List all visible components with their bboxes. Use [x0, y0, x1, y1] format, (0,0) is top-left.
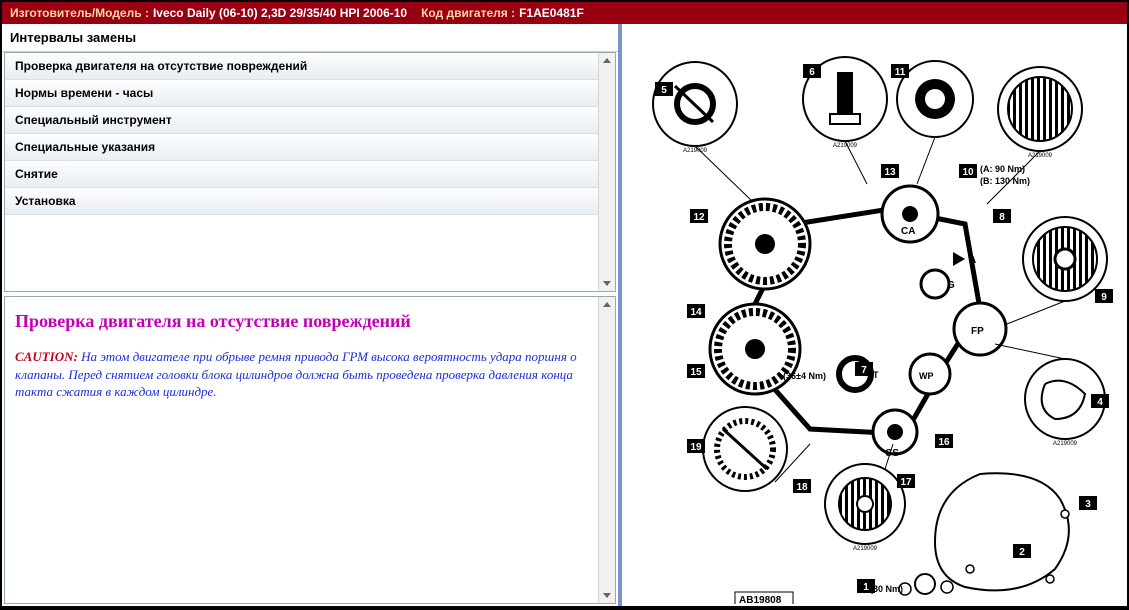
svg-text:WP: WP — [919, 371, 934, 381]
svg-text:FP: FP — [971, 326, 984, 337]
nav-item-engine-check[interactable]: Проверка двигателя на отсутствие поврежд… — [5, 53, 598, 80]
svg-text:A219009: A219009 — [853, 546, 878, 552]
nav-panel: Проверка двигателя на отсутствие поврежд… — [4, 52, 616, 292]
manufacturer-value: Iveco Daily (06-10) 2,3D 29/35/40 HPI 20… — [153, 6, 407, 20]
svg-text:6: 6 — [809, 67, 815, 78]
svg-text:(36±4 Nm): (36±4 Nm) — [783, 371, 826, 381]
svg-text:CA: CA — [901, 226, 915, 237]
svg-text:A: A — [969, 255, 976, 266]
detail-circle-5: A219009 — [653, 62, 737, 154]
caution-text: На этом двигателе при обрыве ремня приво… — [15, 349, 577, 399]
engine-code-label: Код двигателя : — [421, 6, 515, 20]
nav-scrollbar[interactable] — [598, 53, 615, 291]
manufacturer-label: Изготовитель/Модель : — [10, 6, 149, 20]
nav-item-special-tool[interactable]: Специальный инструмент — [5, 107, 598, 134]
svg-text:9: 9 — [1101, 292, 1107, 303]
svg-text:15: 15 — [690, 367, 702, 378]
detail-circle-19 — [703, 407, 787, 491]
svg-text:T: T — [873, 370, 879, 380]
svg-text:1: 1 — [863, 582, 869, 593]
svg-text:10: 10 — [962, 167, 974, 178]
svg-text:A219009: A219009 — [1053, 441, 1078, 447]
detail-heading: Проверка двигателя на отсутствие поврежд… — [15, 311, 588, 332]
detail-panel: Проверка двигателя на отсутствие поврежд… — [4, 296, 616, 604]
torque-b-label: (B: 130 Nm) — [980, 176, 1030, 186]
svg-text:A219009: A219009 — [683, 148, 708, 154]
svg-text:16: 16 — [938, 437, 950, 448]
content-row: Интервалы замены Проверка двигателя на о… — [2, 24, 1127, 606]
svg-text:G: G — [947, 280, 955, 291]
svg-text:5: 5 — [661, 85, 667, 96]
svg-text:12: 12 — [693, 212, 705, 223]
nav-item-time-norms[interactable]: Нормы времени - часы — [5, 80, 598, 107]
svg-text:18: 18 — [796, 482, 808, 493]
nav-list: Проверка двигателя на отсутствие поврежд… — [5, 53, 598, 291]
diagram-column: A219009 A219009 A219009 — [622, 24, 1127, 606]
detail-scrollbar[interactable] — [598, 297, 615, 603]
engine-code-value: F1AE0481F — [519, 6, 584, 20]
svg-text:CS: CS — [885, 448, 899, 459]
svg-text:19: 19 — [690, 442, 702, 453]
svg-text:2: 2 — [1019, 547, 1025, 558]
timing-belt-diagram: A219009 A219009 A219009 — [635, 44, 1115, 604]
svg-text:3: 3 — [1085, 499, 1091, 510]
svg-text:14: 14 — [690, 307, 702, 318]
nav-item-removal[interactable]: Снятие — [5, 161, 598, 188]
nav-panel-title: Интервалы замены — [2, 24, 618, 52]
svg-text:8: 8 — [999, 212, 1005, 223]
nav-item-install[interactable]: Установка — [5, 188, 598, 215]
svg-text:A219009: A219009 — [1028, 153, 1053, 159]
diagram-ref-code: AB19808 — [735, 592, 793, 604]
nav-item-special-instructions[interactable]: Специальные указания — [5, 134, 598, 161]
svg-text:17: 17 — [900, 477, 912, 488]
app-frame: Изготовитель/Модель : Iveco Daily (06-10… — [2, 2, 1127, 606]
svg-text:A219009: A219009 — [833, 143, 858, 149]
svg-text:AB19808: AB19808 — [739, 595, 782, 604]
left-column: Интервалы замены Проверка двигателя на о… — [2, 24, 622, 606]
detail-circle-17: A219009 — [825, 464, 905, 552]
header-bar: Изготовитель/Модель : Iveco Daily (06-10… — [2, 2, 1127, 24]
detail-circle-gear-top: A219009 — [998, 67, 1082, 159]
svg-text:7: 7 — [861, 365, 867, 376]
detail-body: Проверка двигателя на отсутствие поврежд… — [5, 297, 598, 603]
caution-label: CAUTION: — [15, 349, 78, 364]
svg-text:4: 4 — [1097, 397, 1103, 408]
svg-text:13: 13 — [884, 167, 896, 178]
svg-text:11: 11 — [894, 67, 905, 78]
caution-paragraph: CAUTION: На этом двигателе при обрыве ре… — [15, 348, 588, 401]
detail-circle-9 — [1023, 217, 1107, 301]
